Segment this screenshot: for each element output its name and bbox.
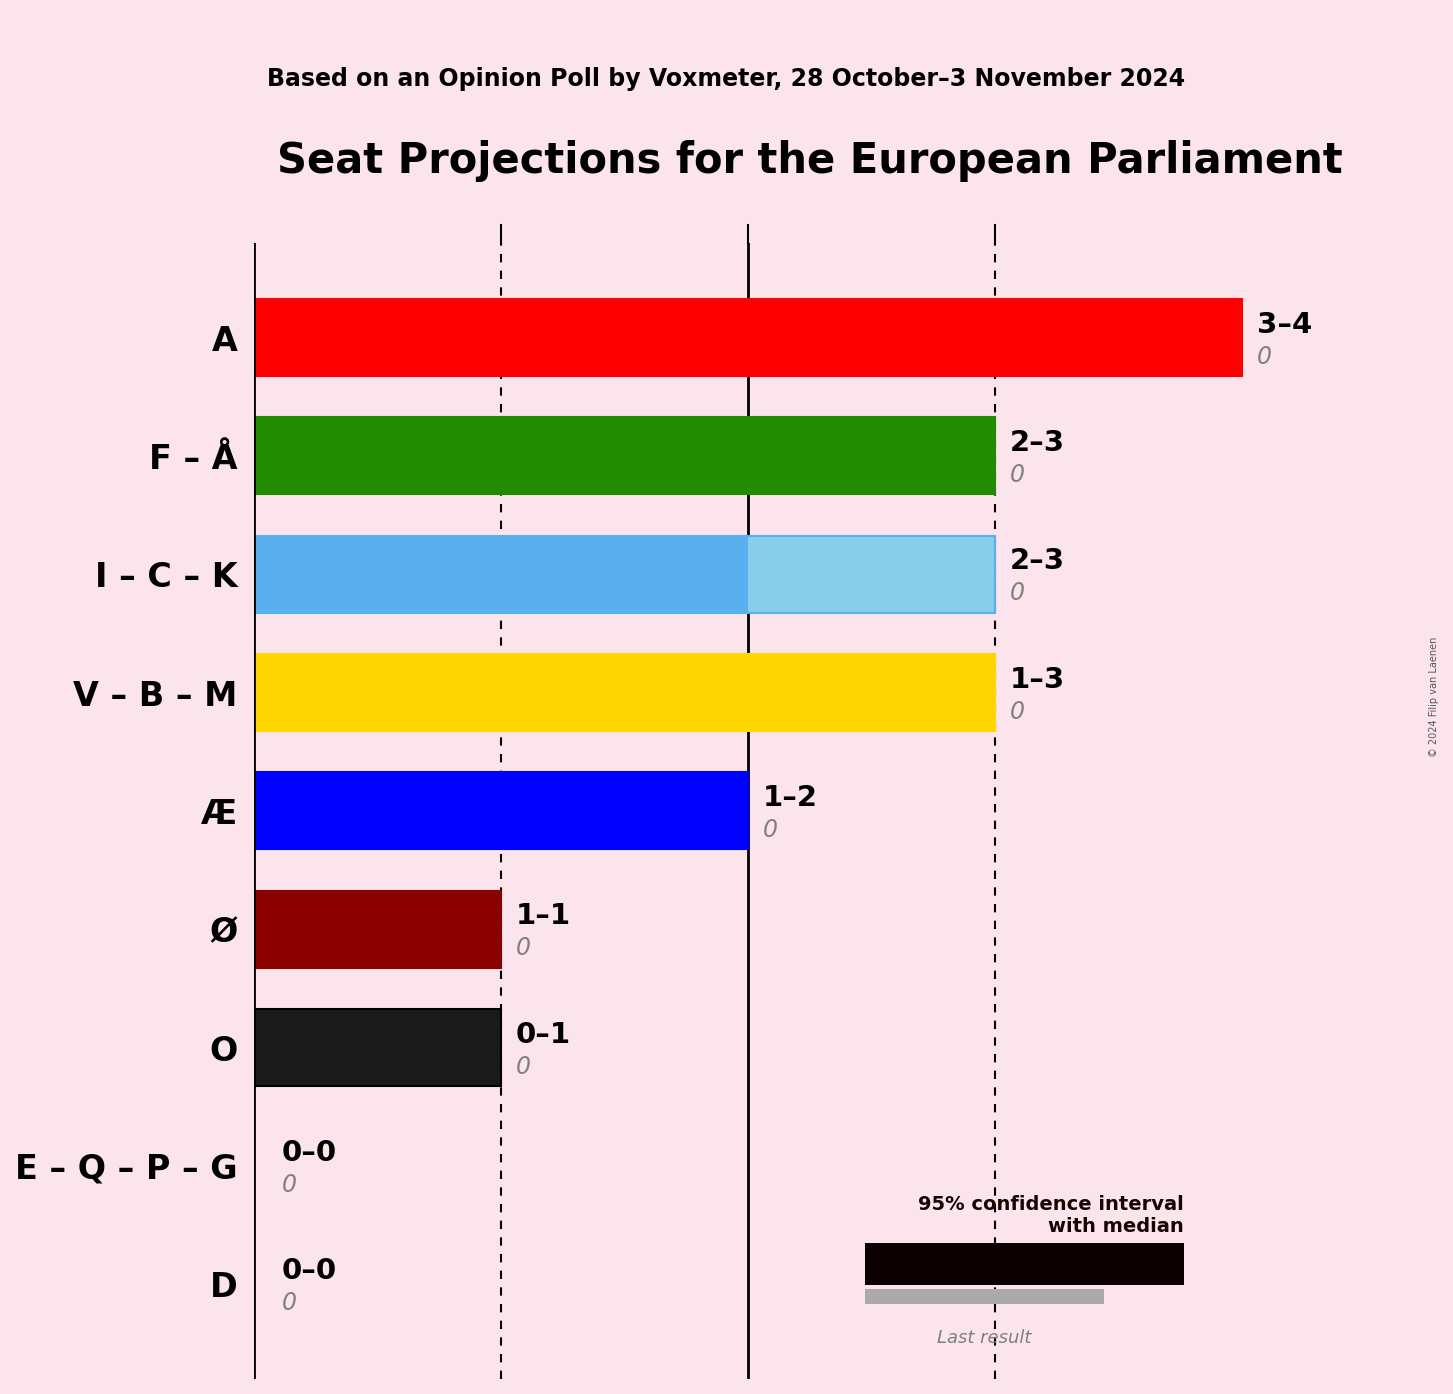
Bar [254,772,501,849]
Bar [748,654,995,730]
Bar [254,300,1242,376]
Text: 1–3: 1–3 [1010,665,1065,694]
Bar [254,1009,501,1086]
Bar [254,417,748,495]
Bar [254,300,995,376]
Bar [254,535,995,613]
Text: 2–3: 2–3 [1010,548,1065,576]
Bar [748,535,995,613]
Text: 2–3: 2–3 [1010,429,1065,457]
Text: © 2024 Filip van Laenen: © 2024 Filip van Laenen [1430,637,1438,757]
Bar [254,654,995,730]
Text: 0: 0 [1010,463,1024,487]
Text: 0: 0 [516,1055,530,1079]
Bar [254,891,501,967]
Text: 0: 0 [763,818,777,842]
Bar [254,535,748,613]
Text: 0–0: 0–0 [282,1257,337,1285]
Bar [995,300,1242,376]
Bar [501,654,748,730]
Text: 1–1: 1–1 [516,902,571,930]
Bar [254,891,501,967]
Text: 0: 0 [1010,581,1024,605]
Bar [501,772,748,849]
Text: 0: 0 [282,1291,296,1316]
Text: 0: 0 [1010,700,1024,723]
Text: 95% confidence interval
with median: 95% confidence interval with median [918,1196,1184,1236]
Bar [254,654,501,730]
Text: 0: 0 [1257,344,1271,368]
Bar [254,772,748,849]
Text: Last result: Last result [937,1330,1032,1347]
Text: 0: 0 [282,1172,296,1197]
Bar [748,417,995,495]
Bar [254,1009,501,1086]
Text: 0–1: 0–1 [516,1020,571,1048]
Title: Seat Projections for the European Parliament: Seat Projections for the European Parlia… [278,141,1343,183]
Text: 0–0: 0–0 [282,1139,337,1167]
Text: Based on an Opinion Poll by Voxmeter, 28 October–3 November 2024: Based on an Opinion Poll by Voxmeter, 28… [267,67,1186,92]
Text: 1–2: 1–2 [763,783,818,811]
Text: 0: 0 [516,937,530,960]
Text: 3–4: 3–4 [1257,311,1312,339]
Bar [254,417,995,495]
